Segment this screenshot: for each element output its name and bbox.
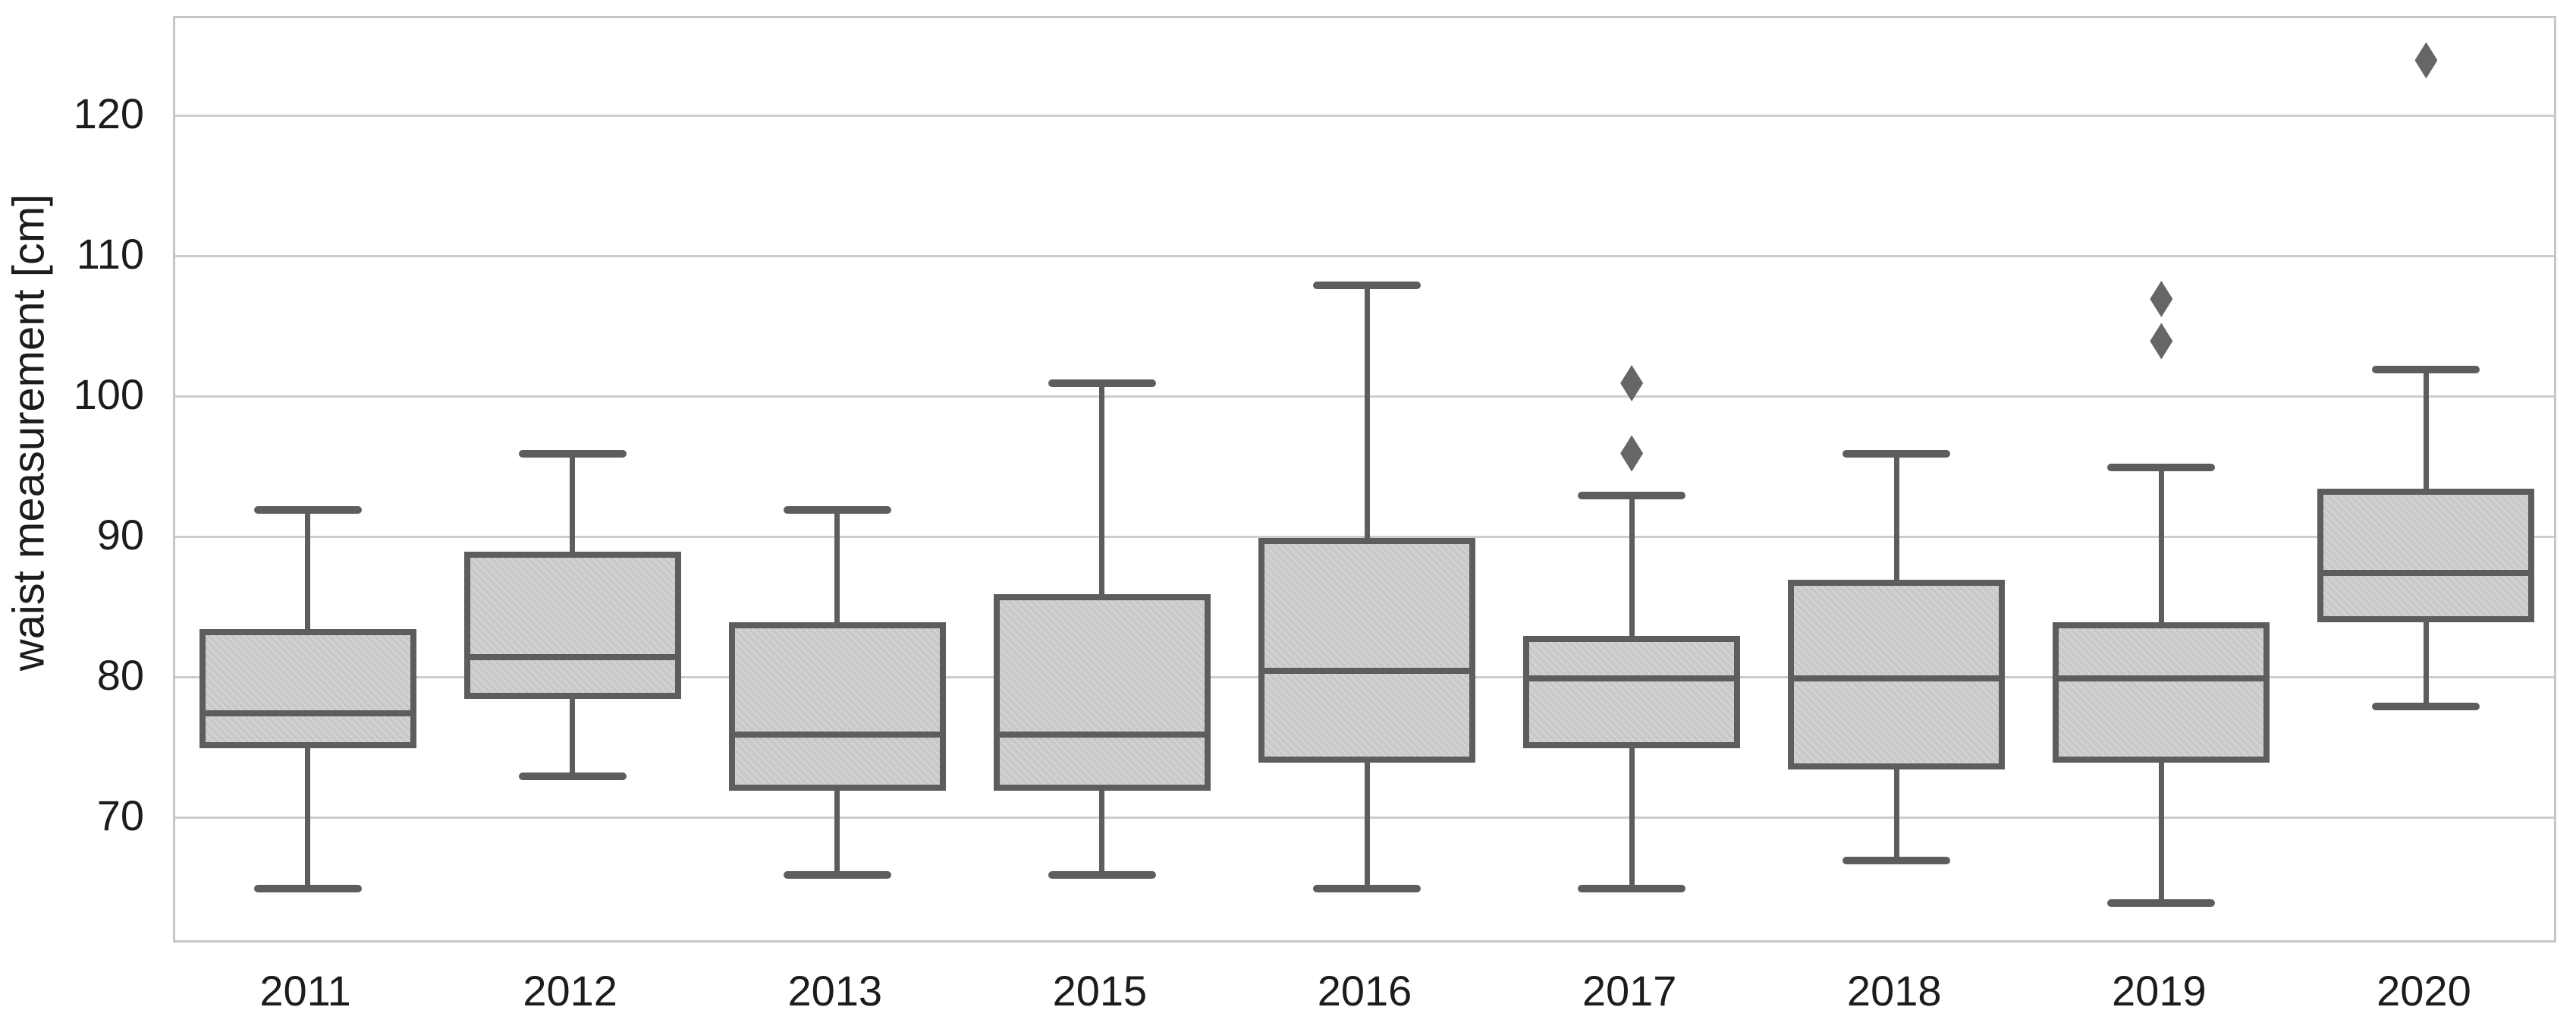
box-2012: [463, 552, 681, 700]
whisker-cap-max-2017: [1578, 492, 1686, 499]
median-2019: [2059, 675, 2264, 681]
y-tick-label-90: 90: [96, 510, 144, 559]
box-2013: [728, 621, 946, 791]
x-tick-label-2020: 2020: [2377, 967, 2471, 1015]
whisker-cap-min-2012: [518, 773, 627, 780]
whisker-cap-min-2019: [2107, 898, 2216, 907]
x-tick-label-2015: 2015: [1052, 967, 1148, 1015]
box-2011: [199, 628, 416, 748]
median-2011: [205, 710, 410, 716]
gridline-120: [175, 114, 2554, 117]
whisker-lower-2012: [570, 699, 576, 776]
x-tick-label-2011: 2011: [259, 967, 351, 1015]
whisker-cap-min-2020: [2372, 702, 2480, 710]
whisker-cap-min-2017: [1578, 885, 1686, 892]
x-tick-label-2018: 2018: [1846, 967, 1942, 1015]
median-2016: [1264, 668, 1469, 675]
x-tick-label-2019: 2019: [2112, 967, 2207, 1015]
whisker-upper-2018: [1893, 453, 1899, 580]
whisker-lower-2011: [305, 748, 311, 889]
whisker-lower-2020: [2423, 621, 2429, 706]
whisker-upper-2012: [570, 453, 576, 552]
whisker-lower-2018: [1893, 769, 1899, 861]
median-2020: [2323, 569, 2529, 576]
whisker-cap-max-2018: [1842, 449, 1951, 458]
median-2013: [734, 731, 940, 738]
y-tick-label-110: 110: [76, 229, 144, 278]
plot-area: [173, 16, 2556, 942]
whisker-upper-2013: [834, 509, 840, 622]
y-tick-label-100: 100: [73, 370, 144, 418]
whisker-cap-min-2015: [1048, 870, 1156, 879]
y-tick-label-120: 120: [73, 89, 144, 137]
median-2018: [1794, 675, 2000, 681]
whisker-upper-2016: [1364, 285, 1370, 538]
x-tick-label-2017: 2017: [1582, 967, 1677, 1015]
whisker-lower-2013: [834, 790, 840, 875]
whisker-upper-2017: [1629, 496, 1635, 636]
whisker-cap-min-2011: [253, 885, 362, 892]
whisker-cap-max-2019: [2107, 464, 2216, 471]
whisker-cap-max-2011: [253, 505, 362, 514]
whisker-lower-2017: [1629, 748, 1635, 889]
whisker-cap-max-2012: [518, 449, 627, 458]
whisker-upper-2011: [305, 509, 311, 629]
whisker-upper-2020: [2423, 369, 2429, 489]
box-2015: [993, 593, 1211, 791]
x-tick-label-2016: 2016: [1317, 967, 1412, 1015]
box-2019: [2053, 621, 2270, 763]
outlier-diamond-2017-0: [1620, 435, 1644, 472]
y-tick-label-70: 70: [96, 791, 144, 839]
whisker-cap-max-2013: [783, 505, 891, 514]
whisker-upper-2015: [1099, 383, 1105, 594]
box-2016: [1258, 537, 1475, 763]
box-2020: [2317, 488, 2535, 622]
whisker-cap-max-2016: [1313, 281, 1421, 289]
outlier-diamond-2020-0: [2414, 42, 2438, 79]
whisker-cap-min-2018: [1842, 857, 1951, 864]
gridline-110: [175, 254, 2554, 257]
median-2012: [470, 653, 675, 660]
x-tick-label-2012: 2012: [523, 967, 617, 1015]
whisker-lower-2019: [2158, 762, 2164, 903]
outlier-diamond-2019-0: [2150, 323, 2173, 360]
box-2017: [1523, 636, 1741, 748]
whisker-cap-min-2016: [1313, 885, 1421, 892]
median-2017: [1529, 675, 1735, 681]
box-2018: [1788, 580, 2006, 769]
outlier-diamond-2019-1: [2150, 281, 2173, 317]
median-2015: [999, 731, 1205, 738]
whisker-lower-2015: [1099, 790, 1105, 875]
y-tick-label-80: 80: [96, 650, 144, 699]
whisker-upper-2019: [2158, 467, 2164, 622]
whisker-cap-max-2015: [1048, 379, 1156, 387]
whisker-cap-max-2020: [2372, 365, 2480, 373]
whisker-cap-min-2013: [783, 870, 891, 879]
x-tick-label-2013: 2013: [787, 967, 883, 1015]
whisker-lower-2016: [1364, 762, 1370, 889]
